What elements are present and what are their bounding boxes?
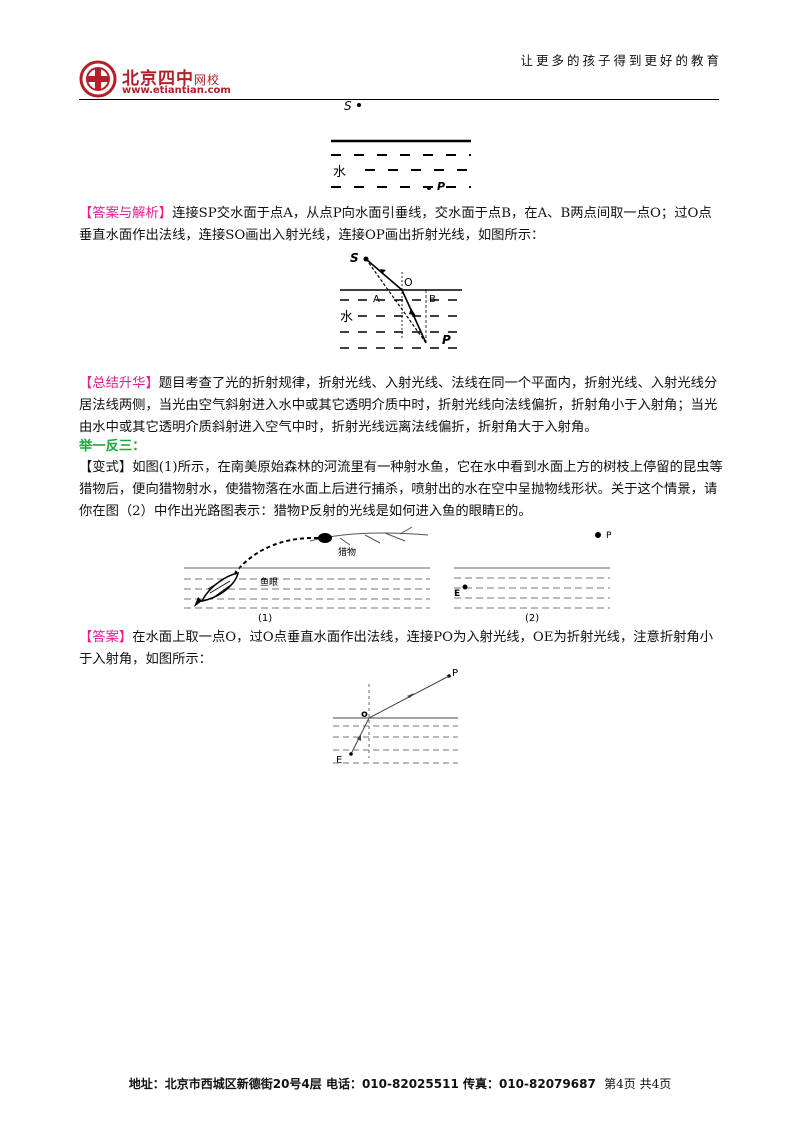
logo-title: 北京四中网校 [122,69,221,89]
fig3-caption-1: (1) [258,613,272,623]
logo-suffix: 网校 [194,73,221,87]
figure-3-1-diagram: 猎物 鱼眼 (1) [184,526,430,623]
header-divider [79,99,719,100]
figure-2-diagram: S O A B 水 P [340,251,462,349]
fig3-label-p: P [606,531,612,541]
answer-explanation-text: 连接SP交水面于点A，从点P向水面引垂线，交水面于点B，在A、B两点间取一点O；… [79,206,712,243]
answer-paragraph: 【答案】在水面上取一点O，过O点垂直水面作出法线，连接PO为入射光线，OE为折射… [79,627,724,671]
answer-text: 在水面上取一点O，过O点垂直水面作出法线，连接PO为入射光线，OE为折射光线，注… [79,630,714,667]
fig2-label-p: P [442,333,451,347]
variant-text: 如图(1)所示，在南美原始森林的河流里有一种射水鱼，它在水中看到水面上方的树枝上… [79,460,723,519]
fig3-label-e: E [454,589,460,599]
footer-page-number: 第4页 共4页 [604,1077,672,1091]
summary-paragraph: 【总结升华】题目考查了光的折射规律，折射光线、入射光线、法线在同一个平面内，折射… [79,373,724,439]
fig1-label-p: P [437,180,445,193]
footer-address: 地址：北京市西城区新德街20号4层 电话：010-82025511 传真：010… [128,1077,596,1091]
fig3-caption-2: (2) [525,613,539,623]
fig4-label-o: o [361,709,368,720]
fig3-label-prey: 猎物 [338,546,356,558]
answer-explanation-paragraph: 【答案与解析】连接SP交水面于点A，从点P向水面引垂线，交水面于点B，在A、B两… [79,203,724,247]
header-slogan: 让更多的孩子得到更好的教育 [520,53,722,68]
fig2-label-s: S [350,251,359,265]
fig4-label-e: E [336,755,342,766]
answer-explanation-tag: 【答案与解析】 [79,206,173,221]
fig2-label-o: O [404,276,413,289]
figure-1-diagram: S 水 P [331,99,471,193]
fig2-label-water: 水 [340,310,353,325]
figure-3-2-diagram: P E (2) [454,531,612,623]
logo-emblem-icon [79,60,117,98]
fig1-point-p [427,186,431,190]
answer-tag: 【答案】 [79,630,133,645]
fig1-point-s [357,103,361,107]
fig3-label-fish-eye: 鱼眼 [260,576,278,588]
summary-tag: 【总结升华】 [79,376,159,391]
fig4-label-p: P [452,668,458,679]
section-title: 举一反三： [79,439,146,454]
variant-tag: 【变式】 [79,460,133,475]
variant-paragraph: 【变式】如图(1)所示，在南美原始森林的河流里有一种射水鱼，它在水中看到水面上方… [79,457,724,523]
page-footer: 地址：北京市西城区新德街20号4层 电话：010-82025511 传真：010… [0,1075,800,1092]
fig1-label-water: 水 [333,165,346,180]
figure-4-diagram: P o E [333,668,458,766]
summary-text: 题目考查了光的折射规律，折射光线、入射光线、法线在同一个平面内，折射光线、入射光… [79,376,718,435]
fig1-label-s: S [344,99,352,113]
logo-url: www.etiantian.com [122,85,231,96]
